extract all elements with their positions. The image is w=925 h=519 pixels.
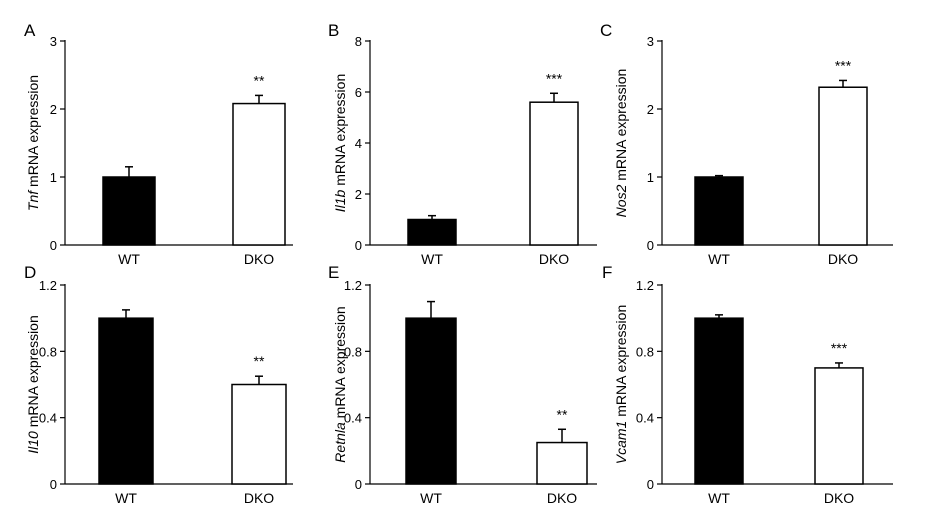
y-tick-label: 6 bbox=[355, 85, 362, 100]
x-tick-label: DKO bbox=[828, 251, 858, 267]
bar-dko bbox=[818, 86, 868, 246]
y-tick-label: 0.4 bbox=[344, 411, 362, 426]
bar-wt bbox=[405, 317, 457, 485]
y-tick-label: 2 bbox=[647, 102, 654, 117]
significance-marker: *** bbox=[546, 70, 563, 86]
y-axis-label: Retnla mRNA expression bbox=[332, 306, 348, 462]
panel-a: A 0 1 2 3 WT ** DKO Tnf mRNA expression bbox=[24, 21, 293, 267]
bar-dko bbox=[529, 101, 579, 246]
gene-name: Il10 bbox=[25, 431, 41, 454]
gene-name: Tnf bbox=[25, 189, 41, 211]
y-tick-label: 0 bbox=[50, 477, 57, 492]
y-tick-label: 3 bbox=[50, 34, 57, 49]
y-axis-label: Il10 mRNA expression bbox=[25, 315, 41, 454]
y-tick-label: 0.4 bbox=[39, 411, 57, 426]
y-tick-label: 1 bbox=[647, 170, 654, 185]
y-tick-label: 0.8 bbox=[344, 344, 362, 359]
x-tick-label: DKO bbox=[824, 490, 854, 506]
y-axis-label: Tnf mRNA expression bbox=[25, 75, 41, 211]
panel-c: C 0 1 2 3 WT *** DKO Nos2 mRNA expression bbox=[600, 21, 893, 267]
y-tick-label: 0 bbox=[647, 238, 654, 253]
x-tick-label: DKO bbox=[539, 251, 569, 267]
y-tick-label: 0 bbox=[355, 238, 362, 253]
x-tick-label: WT bbox=[115, 490, 137, 506]
gene-name: Nos2 bbox=[613, 184, 629, 217]
y-tick-label: 0 bbox=[50, 238, 57, 253]
y-axis-label-suffix: mRNA expression bbox=[25, 75, 41, 191]
y-axis-label: Vcam1 mRNA expression bbox=[613, 305, 629, 465]
y-tick-label: 0 bbox=[355, 477, 362, 492]
x-tick-label: WT bbox=[118, 251, 140, 267]
x-tick-label: WT bbox=[708, 490, 730, 506]
x-tick-label: WT bbox=[421, 251, 443, 267]
bar-dko bbox=[536, 441, 588, 485]
significance-marker: ** bbox=[254, 72, 265, 88]
significance-marker: *** bbox=[835, 57, 852, 73]
panel-f: F 0 0.4 0.8 1.2 WT *** DKO Vcam1 mRNA expression bbox=[602, 263, 893, 506]
y-tick-label: 4 bbox=[355, 136, 362, 151]
panel-letter: F bbox=[602, 263, 612, 282]
bar-wt bbox=[694, 176, 744, 246]
bar-dko bbox=[231, 383, 287, 485]
y-tick-label: 1.2 bbox=[344, 278, 362, 293]
y-axis-label: Il1b mRNA expression bbox=[332, 74, 348, 213]
bar-wt bbox=[407, 218, 457, 246]
y-tick-label: 1.2 bbox=[636, 278, 654, 293]
x-tick-label: DKO bbox=[244, 490, 274, 506]
significance-marker: ** bbox=[254, 353, 265, 369]
bar-wt bbox=[694, 317, 744, 485]
y-axis-label-suffix: mRNA expression bbox=[613, 69, 629, 185]
panel-letter: C bbox=[600, 21, 612, 40]
gene-name: Vcam1 bbox=[613, 421, 629, 465]
bar-dko bbox=[814, 367, 864, 485]
x-tick-label: DKO bbox=[547, 490, 577, 506]
panel-letter: D bbox=[24, 263, 36, 282]
significance-marker: ** bbox=[557, 406, 568, 422]
y-tick-label: 1 bbox=[50, 170, 57, 185]
y-axis-label-suffix: mRNA expression bbox=[332, 74, 348, 190]
y-tick-label: 2 bbox=[355, 187, 362, 202]
panel-letter: A bbox=[24, 21, 36, 40]
y-tick-label: 0.8 bbox=[39, 344, 57, 359]
y-axis-label-suffix: mRNA expression bbox=[613, 305, 629, 421]
panel-letter: B bbox=[328, 21, 339, 40]
panel-b: B 0 2 4 6 8 WT *** DKO Il1b mRNA expression bbox=[328, 21, 597, 267]
y-axis-label-suffix: mRNA expression bbox=[332, 306, 348, 422]
gene-name: Retnla bbox=[332, 422, 348, 463]
x-tick-label: WT bbox=[420, 490, 442, 506]
bar-dko bbox=[232, 102, 286, 246]
y-tick-label: 8 bbox=[355, 34, 362, 49]
y-tick-label: 3 bbox=[647, 34, 654, 49]
gene-name: Il1b bbox=[332, 189, 348, 212]
y-tick-label: 2 bbox=[50, 102, 57, 117]
bar-wt bbox=[98, 317, 154, 485]
significance-marker: *** bbox=[831, 340, 848, 356]
y-tick-label: 0.4 bbox=[636, 411, 654, 426]
y-axis-label-suffix: mRNA expression bbox=[25, 315, 41, 431]
bar-wt bbox=[102, 176, 156, 246]
y-tick-label: 1.2 bbox=[39, 278, 57, 293]
x-tick-label: WT bbox=[708, 251, 730, 267]
y-axis-label: Nos2 mRNA expression bbox=[613, 69, 629, 218]
x-tick-label: DKO bbox=[244, 251, 274, 267]
panel-letter: E bbox=[328, 263, 339, 282]
y-tick-label: 0 bbox=[647, 477, 654, 492]
panel-d: D 0 0.4 0.8 1.2 WT ** DKO Il10 mRNA expression bbox=[24, 263, 293, 506]
y-tick-label: 0.8 bbox=[636, 344, 654, 359]
panel-e: E 0 0.4 0.8 1.2 WT ** DKO Retnla mRNA expression bbox=[328, 263, 597, 506]
